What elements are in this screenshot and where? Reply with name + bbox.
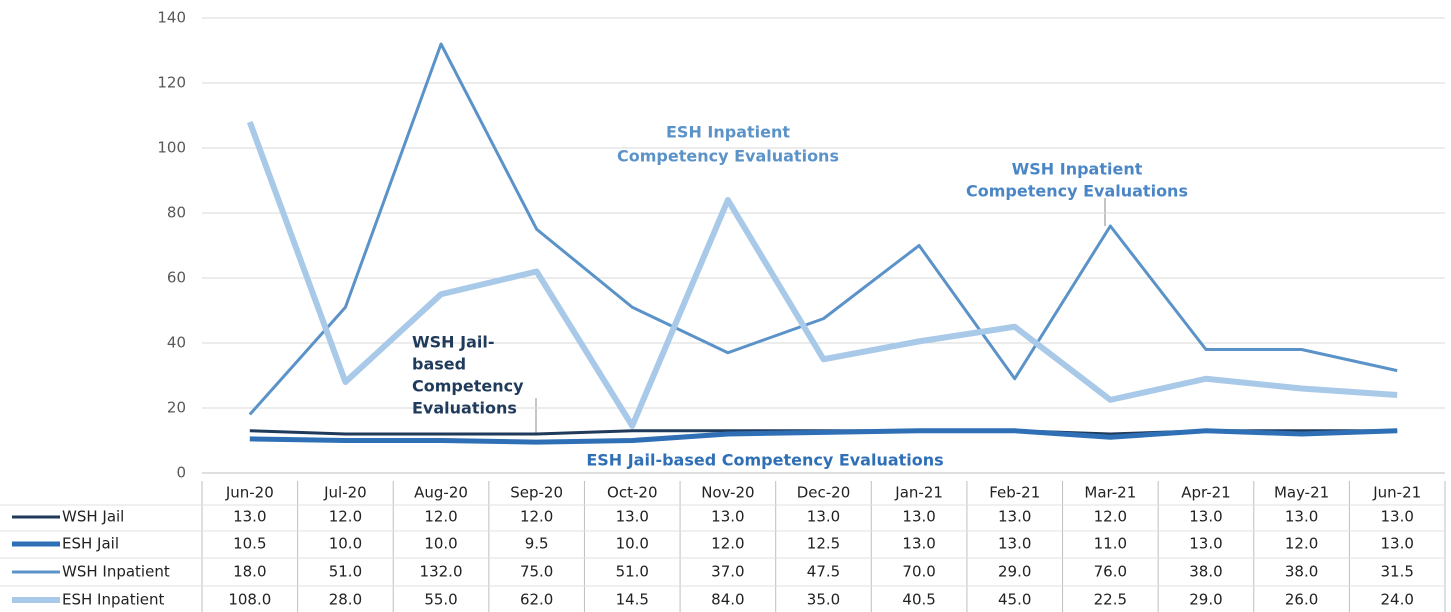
data-label: 13.0	[711, 508, 744, 526]
data-label: 84.0	[711, 591, 744, 609]
data-label: 12.0	[1094, 508, 1127, 526]
y-tick-label: 20	[167, 399, 186, 417]
x-tick-label: May-21	[1274, 484, 1329, 502]
data-label: 10.5	[233, 535, 266, 553]
x-tick-label: Dec-20	[797, 484, 851, 502]
y-tick-label: 80	[167, 204, 186, 222]
data-label: 12.0	[1285, 535, 1318, 553]
y-tick-label: 120	[157, 74, 186, 92]
data-label: 13.0	[233, 508, 266, 526]
annotation: WSH Inpatient	[1012, 160, 1143, 179]
data-label: 38.0	[1285, 563, 1318, 581]
data-label: 10.0	[329, 535, 362, 553]
data-label: 10.0	[616, 535, 649, 553]
x-tick-label: Oct-20	[607, 484, 657, 502]
data-label: 132.0	[420, 563, 463, 581]
annotation: Evaluations	[412, 399, 517, 418]
data-label: 45.0	[998, 591, 1031, 609]
data-label: 18.0	[233, 563, 266, 581]
x-tick-label: Jun-20	[225, 484, 274, 502]
annotation: Competency	[412, 377, 524, 396]
data-label: 70.0	[902, 563, 935, 581]
data-label: 10.0	[424, 535, 457, 553]
data-label: 12.5	[807, 535, 840, 553]
data-label: 76.0	[1094, 563, 1127, 581]
annotation: WSH Jail-	[412, 333, 495, 352]
data-label: 55.0	[424, 591, 457, 609]
data-label: 31.5	[1380, 563, 1413, 581]
data-label: 12.0	[520, 508, 553, 526]
data-label: 13.0	[1380, 508, 1413, 526]
series-line	[246, 120, 1398, 429]
legend-label: ESH Inpatient	[62, 591, 164, 609]
data-label: 22.5	[1094, 591, 1127, 609]
legend-label: WSH Jail	[62, 508, 124, 526]
x-tick-label: Jul-20	[323, 484, 367, 502]
x-tick-label: Apr-21	[1181, 484, 1231, 502]
data-label: 75.0	[520, 563, 553, 581]
data-label: 26.0	[1285, 591, 1318, 609]
data-label: 13.0	[1285, 508, 1318, 526]
annotation: ESH Inpatient	[666, 123, 790, 142]
series-line	[248, 42, 1398, 416]
data-label: 13.0	[998, 508, 1031, 526]
data-label: 13.0	[902, 535, 935, 553]
data-label: 12.0	[329, 508, 362, 526]
annotation: Competency Evaluations	[617, 147, 839, 166]
data-label: 51.0	[329, 563, 362, 581]
x-tick-label: Jun-21	[1372, 484, 1421, 502]
data-label: 14.5	[616, 591, 649, 609]
data-label: 9.5	[525, 535, 549, 553]
data-label: 40.5	[902, 591, 935, 609]
data-label: 13.0	[1189, 535, 1222, 553]
x-tick-label: Nov-20	[701, 484, 754, 502]
y-tick-label: 40	[167, 334, 186, 352]
data-label: 12.0	[424, 508, 457, 526]
x-tick-label: Aug-20	[414, 484, 468, 502]
annotation: ESH Jail-based Competency Evaluations	[586, 451, 943, 470]
x-tick-label: Jan-21	[894, 484, 943, 502]
x-tick-label: Mar-21	[1084, 484, 1136, 502]
x-tick-label: Sep-20	[510, 484, 563, 502]
data-label: 13.0	[998, 535, 1031, 553]
data-label: 47.5	[807, 563, 840, 581]
data-label: 29.0	[998, 563, 1031, 581]
data-label: 13.0	[807, 508, 840, 526]
data-label: 13.0	[616, 508, 649, 526]
data-label: 29.0	[1189, 591, 1222, 609]
legend-label: ESH Jail	[62, 535, 119, 553]
data-label: 51.0	[616, 563, 649, 581]
data-label: 28.0	[329, 591, 362, 609]
y-tick-label: 140	[157, 9, 186, 27]
data-label: 62.0	[520, 591, 553, 609]
annotation: based	[412, 355, 466, 374]
data-label: 13.0	[1380, 535, 1413, 553]
y-tick-label: 0	[176, 464, 186, 482]
x-tick-label: Feb-21	[989, 484, 1040, 502]
data-label: 24.0	[1380, 591, 1413, 609]
annotation: Competency Evaluations	[966, 182, 1188, 201]
data-label: 13.0	[902, 508, 935, 526]
data-label: 35.0	[807, 591, 840, 609]
y-tick-label: 100	[157, 139, 186, 157]
data-label: 11.0	[1094, 535, 1127, 553]
series-line	[249, 428, 1398, 445]
y-tick-label: 60	[167, 269, 186, 287]
data-label: 108.0	[228, 591, 271, 609]
data-label: 12.0	[711, 535, 744, 553]
data-label: 37.0	[711, 563, 744, 581]
legend-label: WSH Inpatient	[62, 563, 170, 581]
data-label: 38.0	[1189, 563, 1222, 581]
data-label: 13.0	[1189, 508, 1222, 526]
